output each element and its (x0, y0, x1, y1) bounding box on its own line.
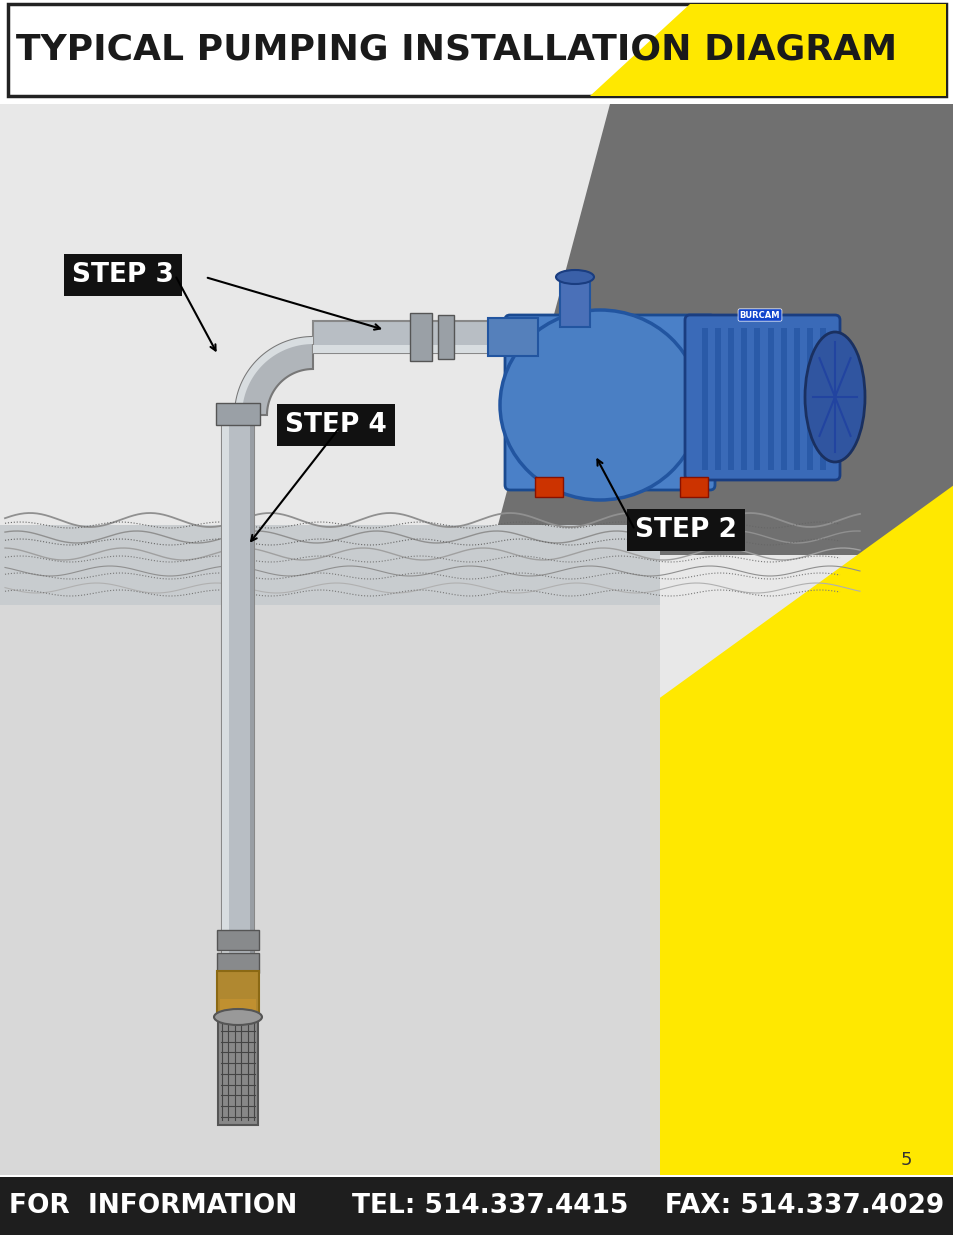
Polygon shape (589, 4, 945, 96)
Ellipse shape (804, 332, 864, 462)
Polygon shape (234, 337, 313, 415)
Text: STEP 3: STEP 3 (71, 262, 173, 288)
Bar (740, 329, 746, 471)
Text: 5: 5 (900, 1151, 911, 1170)
Ellipse shape (213, 1009, 262, 1025)
Bar (437, 315, 454, 359)
Bar (222, 415, 253, 1079)
Bar (727, 329, 734, 471)
Text: FOR  INFORMATION      TEL: 514.337.4415    FAX: 514.337.4029: FOR INFORMATION TEL: 514.337.4415 FAX: 5… (10, 1193, 943, 1219)
Bar (535, 477, 562, 496)
Bar (8, 4, 945, 96)
Ellipse shape (499, 310, 700, 500)
Bar (410, 312, 432, 361)
Bar (0, 535, 659, 1174)
Bar (820, 329, 825, 471)
FancyBboxPatch shape (504, 315, 714, 490)
Text: STEP 2: STEP 2 (635, 517, 736, 543)
Bar (793, 329, 799, 471)
Bar (806, 329, 812, 471)
Bar (216, 930, 258, 950)
Text: STEP 4: STEP 4 (285, 412, 386, 438)
Bar (222, 415, 229, 1079)
Bar (754, 329, 760, 471)
Polygon shape (490, 104, 953, 555)
Bar (218, 1015, 257, 1125)
Polygon shape (234, 337, 313, 415)
Bar (220, 999, 255, 1011)
Ellipse shape (556, 270, 594, 284)
Bar (559, 277, 589, 327)
Bar (715, 329, 720, 471)
Bar (0, 525, 659, 605)
Bar (313, 321, 499, 353)
Bar (679, 477, 707, 496)
Bar (0, 1177, 953, 1235)
Bar (215, 403, 260, 425)
Bar (767, 329, 773, 471)
FancyBboxPatch shape (684, 315, 840, 480)
Bar (216, 971, 258, 1016)
Bar (701, 329, 707, 471)
Bar (216, 953, 258, 973)
Bar (488, 317, 537, 356)
Text: TYPICAL PUMPING INSTALLATION DIAGRAM: TYPICAL PUMPING INSTALLATION DIAGRAM (16, 33, 897, 67)
Bar (250, 415, 253, 1079)
Bar (0, 104, 953, 1174)
Text: BURCAM: BURCAM (739, 310, 780, 320)
Polygon shape (649, 485, 953, 1174)
Bar (313, 345, 499, 353)
Bar (780, 329, 786, 471)
